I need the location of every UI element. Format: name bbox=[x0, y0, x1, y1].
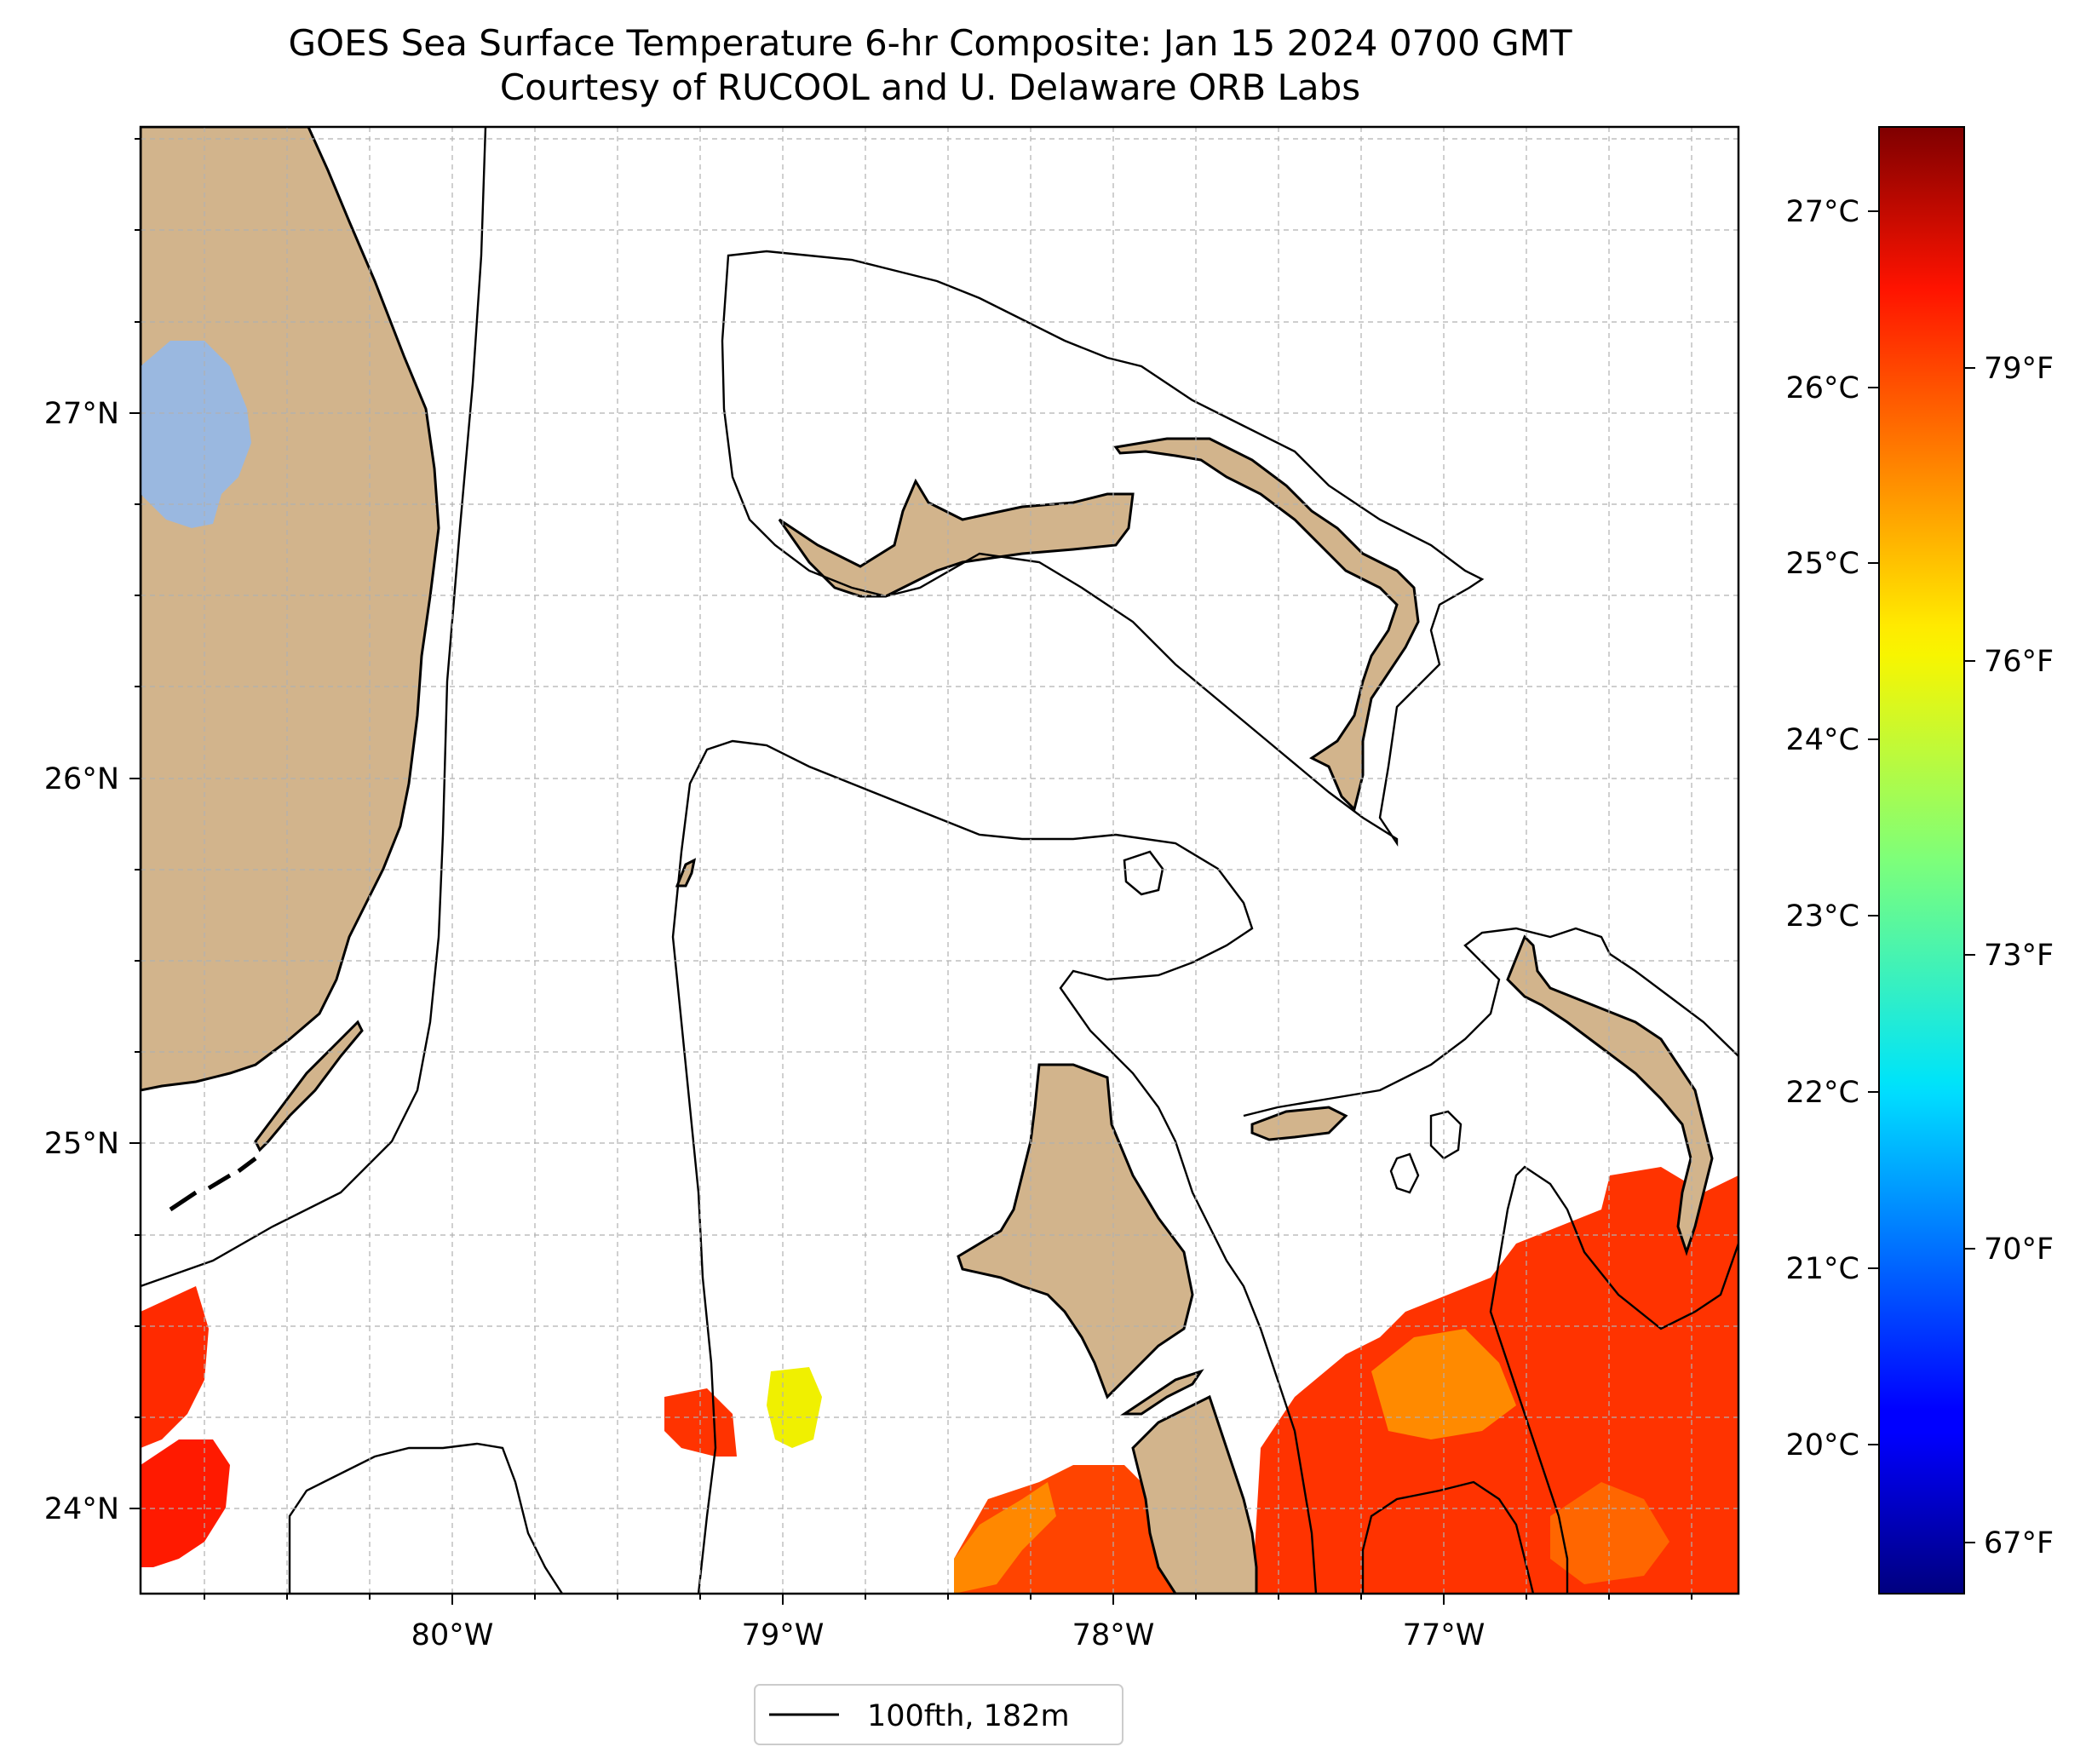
gridlines bbox=[141, 127, 1738, 1594]
sst-patch-west-of-dry-tortugas bbox=[141, 1439, 230, 1567]
colorbar-fahrenheit-ticks bbox=[1964, 367, 1975, 1543]
legend-label: 100fth, 182m bbox=[867, 1699, 1070, 1733]
isobath-contours bbox=[141, 127, 1738, 1594]
y-tick-label-27n: 27°N bbox=[44, 397, 119, 431]
cbar-c-label-26: 26°C bbox=[1786, 371, 1859, 405]
chart-title: GOES Sea Surface Temperature 6-hr Compos… bbox=[288, 22, 1572, 64]
cbar-c-label-22: 22°C bbox=[1786, 1076, 1859, 1110]
colorbar-gradient bbox=[1878, 126, 1965, 1594]
florida-keys-west bbox=[169, 1157, 257, 1212]
isobath-small-ring-1 bbox=[1429, 1110, 1462, 1160]
x-tick-label-78w: 78°W bbox=[1072, 1618, 1155, 1652]
cbar-f-label-70: 70°F bbox=[1984, 1233, 2054, 1267]
y-tick-label-26n: 26°N bbox=[44, 762, 119, 796]
legend: 100fth, 182m bbox=[754, 1684, 1123, 1745]
sst-patch-exuma-orange-2 bbox=[1550, 1482, 1669, 1584]
x-axis-ticks bbox=[204, 1594, 1692, 1605]
colorbar: 20°C 21°C 22°C 23°C 24°C 25°C 26°C 27°C … bbox=[1786, 126, 2054, 1594]
cbar-f-label-76: 76°F bbox=[1984, 645, 2054, 679]
isobath-exuma-east bbox=[1489, 1165, 1738, 1594]
isobath-cay-sal-bank bbox=[288, 1442, 564, 1594]
isobath-exuma-west bbox=[1361, 1480, 1535, 1594]
cbar-c-label-23: 23°C bbox=[1786, 899, 1859, 934]
cbar-f-label-67: 67°F bbox=[1984, 1526, 2054, 1560]
legend-box bbox=[754, 1684, 1123, 1745]
andros-south bbox=[1131, 1394, 1258, 1594]
grand-bahama-island bbox=[778, 478, 1135, 598]
cbar-c-label-24: 24°C bbox=[1786, 723, 1859, 757]
cbar-c-label-20: 20°C bbox=[1786, 1428, 1859, 1462]
abaco-island bbox=[1113, 437, 1420, 812]
cay-bimini bbox=[675, 858, 697, 888]
isobath-tongue-of-the-ocean bbox=[1243, 927, 1738, 1118]
cbar-c-label-25: 25°C bbox=[1786, 547, 1859, 581]
sst-patch-south-andros-orange bbox=[954, 1482, 1056, 1594]
cbar-c-label-21: 21°C bbox=[1786, 1252, 1859, 1286]
sst-patch-small-79w bbox=[767, 1367, 822, 1448]
cbar-f-label-79: 79°F bbox=[1984, 352, 2054, 386]
x-tick-label-77w: 77°W bbox=[1403, 1618, 1485, 1652]
cbar-f-label-73: 73°F bbox=[1984, 939, 2054, 973]
x-tick-label-79w: 79°W bbox=[742, 1618, 825, 1652]
cbar-c-label-27: 27°C bbox=[1786, 195, 1859, 229]
colorbar-celsius-ticks bbox=[1868, 210, 1879, 1445]
y-tick-label-24n: 24°N bbox=[44, 1492, 119, 1526]
new-providence-island bbox=[1250, 1106, 1348, 1141]
cay-berry bbox=[1123, 850, 1164, 896]
chart-subtitle: Courtesy of RUCOOL and U. Delaware ORB L… bbox=[500, 66, 1360, 108]
isobath-small-ring-2 bbox=[1389, 1152, 1420, 1194]
x-tick-label-80w: 80°W bbox=[411, 1618, 494, 1652]
y-tick-label-25n: 25°N bbox=[44, 1127, 119, 1161]
isobath-great-bahama-bank bbox=[671, 739, 1318, 1594]
andros-island bbox=[957, 1063, 1194, 1399]
isobath-little-bahama-bank bbox=[721, 250, 1485, 847]
andros-mid-cays bbox=[1120, 1369, 1204, 1416]
map-frame bbox=[139, 125, 1740, 1595]
isobath-florida-shelf bbox=[141, 127, 487, 1288]
map-panel bbox=[141, 127, 1738, 1594]
y-axis-ticks bbox=[129, 138, 141, 1509]
lake-okeechobee bbox=[141, 341, 251, 528]
